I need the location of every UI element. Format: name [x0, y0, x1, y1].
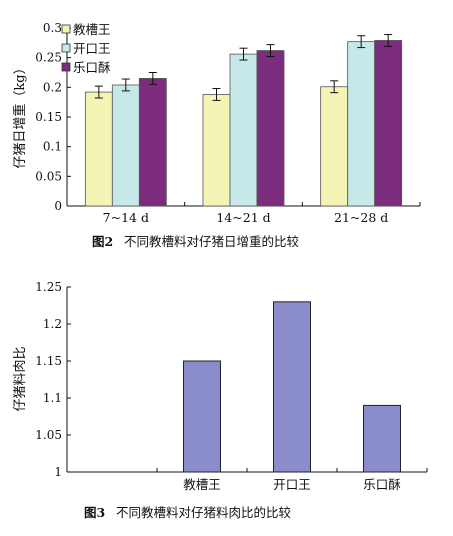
chart2-y-tick-label: 1.25	[35, 280, 62, 294]
chart1-bar	[202, 94, 231, 207]
chart1-y-tick-label: 0	[54, 199, 62, 213]
chart1-y-tick-label: 0.15	[35, 110, 62, 124]
chart1-x-tick-label: 21~28 d	[334, 210, 388, 225]
chart2-bars	[183, 301, 401, 473]
chart2-y-axis-label: 仔猪料肉比	[13, 346, 28, 411]
chart2-y-tick-label: 1.1	[43, 391, 62, 405]
legend-swatch-series-1	[61, 24, 71, 34]
chart2-y-tick-label: 1.2	[43, 317, 62, 331]
chart1-x-tick-label: 7~14 d	[103, 210, 149, 225]
legend-label-series-2: 开口王	[73, 41, 111, 56]
chart1-bar	[111, 84, 140, 207]
chart2-x-tick-label: 教槽王	[183, 477, 221, 492]
chart1-tick-labels: 0 0.05 0.1 0.15 0.2 0.25 0.3 7~14 d 14~21 d 21~28…	[35, 21, 388, 225]
chart1-y-tick-label: 0.1	[43, 140, 62, 154]
chart1-bar	[84, 91, 113, 207]
chart1-bar	[229, 53, 258, 207]
chart1-y-tick-label: 0.05	[35, 169, 62, 183]
chart2-y-tick-label: 1.15	[35, 354, 62, 368]
chart2-y-tick-label: 1.05	[35, 428, 62, 442]
chart2-y-tick-label: 1	[54, 465, 62, 479]
daily-gain-chart: 仔猪日增重（kg） 0 0.05 0.1 0.15 0.2 0.25 0.3 7~14 d 14…	[12, 21, 421, 249]
chart1-bar	[374, 40, 403, 207]
chart2-x-tick-label: 开口王	[273, 477, 311, 492]
chart2-bar	[273, 301, 311, 473]
chart2-tick-labels: 1 1.05 1.1 1.15 1.2 1.25 教槽王 开口王 乐口酥	[35, 280, 401, 492]
chart2-figure-number: 图3	[84, 505, 105, 520]
chart1-bar	[138, 78, 167, 207]
feed-to-meat-ratio-chart: 仔猪料肉比 1 1.05 1.1 1.15 1.2 1.25 教槽王 开口王 乐口酥 图3 不同…	[13, 280, 428, 520]
legend-swatch-series-2	[61, 43, 71, 53]
chart2-bar	[183, 360, 221, 473]
chart2-caption: 不同教槽料对仔猪料肉比的比较	[116, 505, 292, 520]
chart2-bar	[363, 404, 401, 473]
legend-label-series-3: 乐口酥	[73, 60, 111, 75]
chart2-x-tick-label: 乐口酥	[363, 477, 401, 492]
legend-label-series-1: 教槽王	[73, 22, 111, 37]
chart1-bar	[320, 86, 349, 207]
chart1-x-tick-label: 14~21 d	[216, 210, 270, 225]
chart1-y-tick-label: 0.25	[35, 51, 62, 65]
chart1-bar	[256, 50, 285, 207]
chart1-legend: 教槽王 开口王 乐口酥	[61, 22, 111, 75]
legend-swatch-series-3	[61, 62, 71, 72]
chart1-bar	[347, 41, 376, 207]
chart1-y-axis-label: 仔猪日增重（kg）	[12, 61, 28, 168]
chart1-y-tick-label: 0.2	[43, 80, 62, 94]
chart1-y-tick-label: 0.3	[43, 21, 62, 35]
chart1-caption: 不同教槽料对仔猪日增重的比较	[124, 234, 300, 249]
chart1-bars	[84, 34, 403, 207]
chart1-figure-number: 图2	[92, 234, 113, 249]
